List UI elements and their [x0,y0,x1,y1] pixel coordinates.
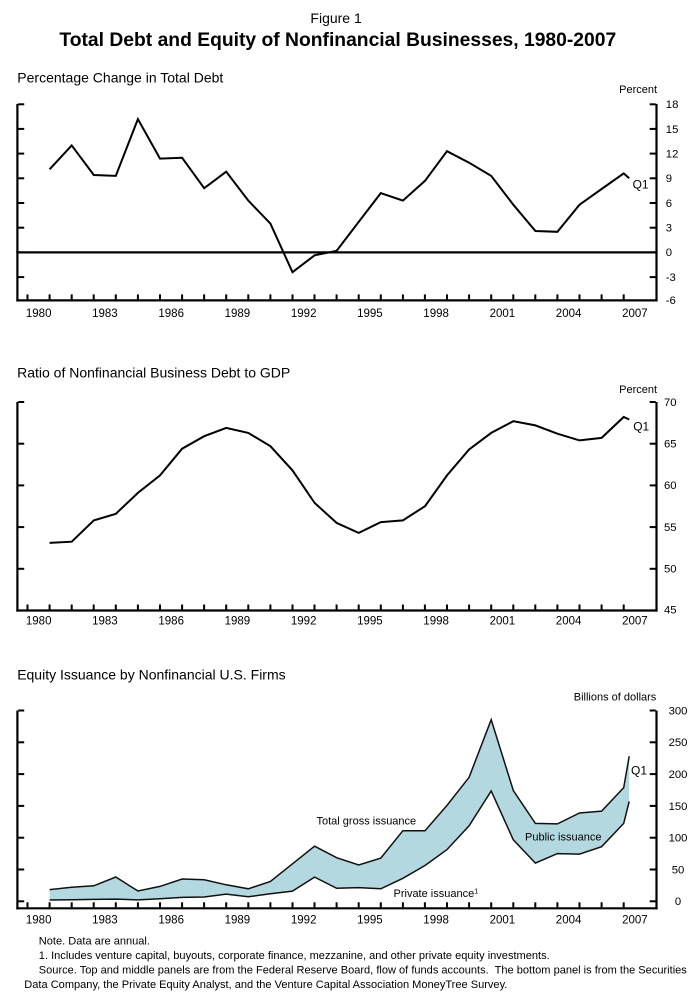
svg-text:2007: 2007 [622,308,648,320]
svg-text:0: 0 [675,896,681,908]
svg-text:2001: 2001 [490,308,516,320]
svg-text:2004: 2004 [556,616,582,628]
svg-text:150: 150 [669,801,688,813]
svg-text:6: 6 [666,198,672,210]
svg-text:-3: -3 [666,272,676,284]
svg-text:Private issuance1: Private issuance1 [394,886,479,900]
svg-text:Note. Data are annual.: Note. Data are annual. [39,936,150,948]
svg-text:Q1: Q1 [633,419,649,433]
svg-text:1. Includes venture capital, b: 1. Includes venture capital, buyouts, co… [39,950,550,962]
svg-text:2007: 2007 [622,915,648,927]
svg-text:-6: -6 [666,295,676,307]
svg-text:2004: 2004 [556,915,582,927]
svg-text:55: 55 [664,522,677,534]
svg-text:1992: 1992 [291,915,317,927]
svg-text:Q1: Q1 [633,177,649,191]
svg-text:1983: 1983 [92,616,118,628]
svg-text:50: 50 [672,864,685,876]
svg-text:1989: 1989 [225,616,251,628]
svg-text:45: 45 [664,605,677,617]
svg-text:Ratio of Nonfinancial Business: Ratio of Nonfinancial Business Debt to G… [17,365,290,381]
svg-text:Source. Top and middle panels: Source. Top and middle panels are from t… [39,965,687,977]
svg-text:0: 0 [666,247,672,259]
svg-text:Total Debt and Equity of Nonfi: Total Debt and Equity of Nonfinancial Bu… [59,30,616,51]
svg-text:Q1: Q1 [631,764,647,778]
svg-text:1980: 1980 [26,915,52,927]
svg-text:Figure 1: Figure 1 [310,10,362,26]
svg-text:Percent: Percent [619,84,657,96]
svg-text:18: 18 [666,99,679,111]
svg-text:2007: 2007 [622,616,648,628]
svg-text:1995: 1995 [357,915,383,927]
svg-text:Data Company, the Private Equi: Data Company, the Private Equity Analyst… [24,979,507,991]
svg-text:250: 250 [669,737,688,749]
svg-text:1986: 1986 [158,915,184,927]
svg-text:1986: 1986 [158,616,184,628]
svg-text:12: 12 [666,148,679,160]
svg-text:1983: 1983 [92,308,118,320]
svg-text:2001: 2001 [490,616,516,628]
svg-text:Equity Issuance by Nonfinancia: Equity Issuance by Nonfinancial U.S. Fir… [17,666,285,682]
svg-text:1995: 1995 [357,308,383,320]
svg-text:9: 9 [666,173,672,185]
svg-text:60: 60 [664,480,677,492]
svg-text:200: 200 [669,769,688,781]
svg-text:Percent: Percent [619,384,657,396]
svg-text:3: 3 [666,223,672,235]
svg-text:70: 70 [664,397,677,409]
svg-text:300: 300 [669,705,688,717]
svg-text:Percentage Change in Total Deb: Percentage Change in Total Debt [17,70,223,86]
svg-text:Total gross issuance: Total gross issuance [317,816,417,828]
svg-text:2004: 2004 [556,308,582,320]
svg-text:100: 100 [669,833,688,845]
svg-text:1989: 1989 [225,308,251,320]
svg-text:50: 50 [664,564,677,576]
svg-text:1983: 1983 [92,915,118,927]
svg-text:1989: 1989 [225,915,251,927]
svg-text:1980: 1980 [26,308,52,320]
svg-text:1998: 1998 [423,308,449,320]
svg-text:1980: 1980 [26,616,52,628]
svg-text:Billions of dollars: Billions of dollars [574,692,657,704]
svg-text:1992: 1992 [291,308,317,320]
svg-text:15: 15 [666,124,679,136]
svg-text:1998: 1998 [423,915,449,927]
svg-text:Public issuance: Public issuance [525,831,601,843]
svg-text:1995: 1995 [357,616,383,628]
svg-text:1998: 1998 [423,616,449,628]
svg-text:65: 65 [664,439,677,451]
svg-text:1992: 1992 [291,616,317,628]
svg-text:2001: 2001 [490,915,516,927]
svg-text:1986: 1986 [158,308,184,320]
